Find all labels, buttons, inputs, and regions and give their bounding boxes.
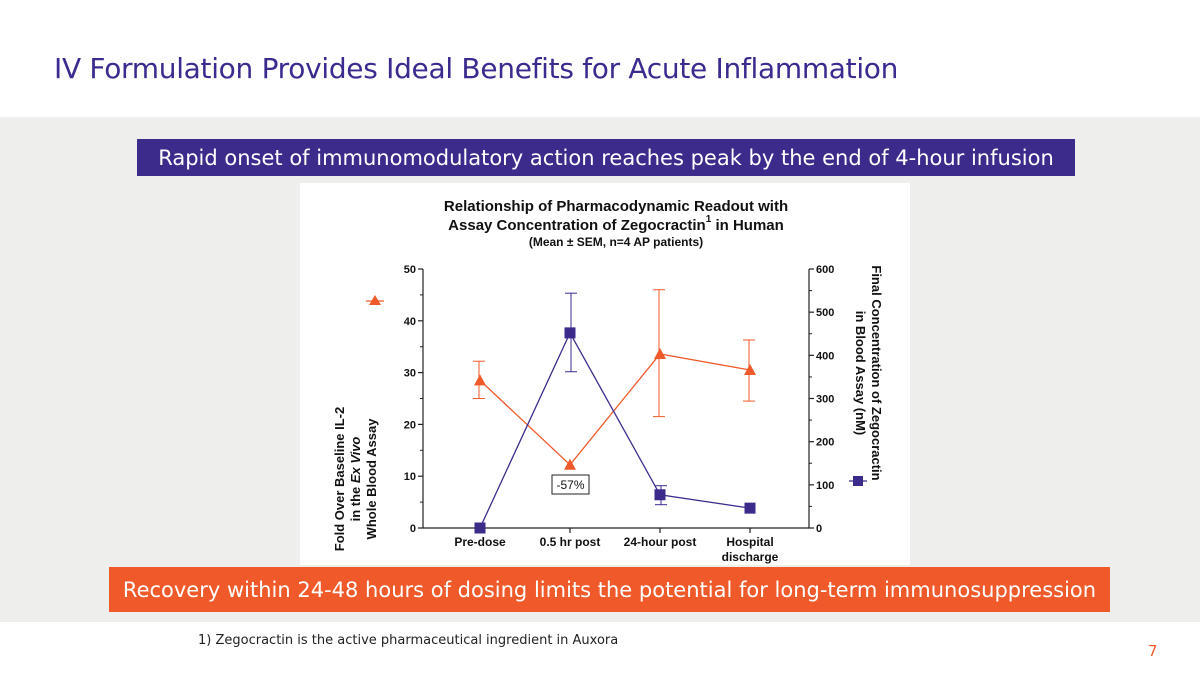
top-banner: Rapid onset of immunomodulatory action r… [137,139,1075,176]
chart-title-line2: Assay Concentration of Zegocractin1 in H… [448,214,784,234]
bottom-banner: Recovery within 24-48 hours of dosing li… [109,567,1110,612]
series-il2 [473,289,756,470]
annotation-box: -57% [551,474,590,495]
legend-il2 [366,295,384,305]
chart-title-line2-b: in Human [711,217,784,234]
page-number: 7 [1148,642,1158,660]
chart-title-superscript: 1 [706,214,712,225]
series-layer [473,289,756,534]
right-tick-label: 400 [816,350,834,362]
x-tick-label: 24-hour post [624,535,697,549]
x-tick-label: Hospital [726,535,773,549]
left-tick-label: 0 [410,523,416,535]
right-tick-label: 0 [816,523,822,535]
data-point-square [744,502,756,514]
right-axis-title: Final Concentration of Zegocractin in Bl… [853,265,884,480]
annotation-frame [551,474,590,495]
data-point-triangle [654,347,666,359]
right-tick-label: 200 [816,437,834,449]
chart-title-line2-a: Assay Concentration of Zegocractin [448,217,706,234]
chart-panel: Relationship of Pharmacodynamic Readout … [300,183,910,565]
annotation-label: -57% [556,478,584,492]
series-line [479,331,751,529]
right-tick-label: 600 [816,264,834,276]
right-tick-label: 500 [816,307,834,319]
series-zegocractin [474,292,756,534]
data-point-square [654,489,666,501]
left-axis-title-line2-italic: Ex Vivo [348,437,363,484]
chart-subtitle: (Mean ± SEM, n=4 AP patients) [529,235,703,249]
left-axis-title-line2-a: in the [348,483,363,521]
x-tick-label: 0.5 hr post [540,535,601,549]
left-axis-title-line2: in the Ex Vivo [348,437,363,522]
right-tick-label: 300 [816,394,834,406]
data-point-triangle [744,364,756,376]
left-tick-label: 40 [404,316,416,328]
left-axis-title-line3: Whole Blood Assay [364,418,379,540]
legend-il2-triangle-icon [369,295,381,305]
legend-zegocractin-square-icon [853,476,863,486]
x-tick-label: discharge [722,550,779,564]
data-point-square [564,327,576,339]
data-point-triangle [564,458,576,470]
left-tick-label: 30 [404,368,416,380]
left-axis-title-line1: Fold Over Baseline IL-2 [332,407,347,552]
right-axis-title-line2: in Blood Assay (nM) [853,311,868,435]
data-point-square [474,522,486,534]
series-line [479,353,751,466]
left-tick-label: 50 [404,264,416,276]
left-axis-title: Fold Over Baseline IL-2 in the Ex Vivo W… [332,407,379,552]
legend-zegocractin [849,476,867,486]
footnote: 1) Zegocractin is the active pharmaceuti… [198,633,619,648]
left-tick-label: 20 [404,419,416,431]
right-axis-title-line1: Final Concentration of Zegocractin [869,265,884,480]
chart-title-line1: Relationship of Pharmacodynamic Readout … [444,198,788,215]
right-tick-label: 100 [816,480,834,492]
left-tick-label: 10 [404,471,416,483]
slide-title: IV Formulation Provides Ideal Benefits f… [54,52,899,85]
data-point-triangle [474,374,486,386]
chart: Relationship of Pharmacodynamic Readout … [332,198,884,564]
x-tick-label: Pre-dose [454,535,506,549]
